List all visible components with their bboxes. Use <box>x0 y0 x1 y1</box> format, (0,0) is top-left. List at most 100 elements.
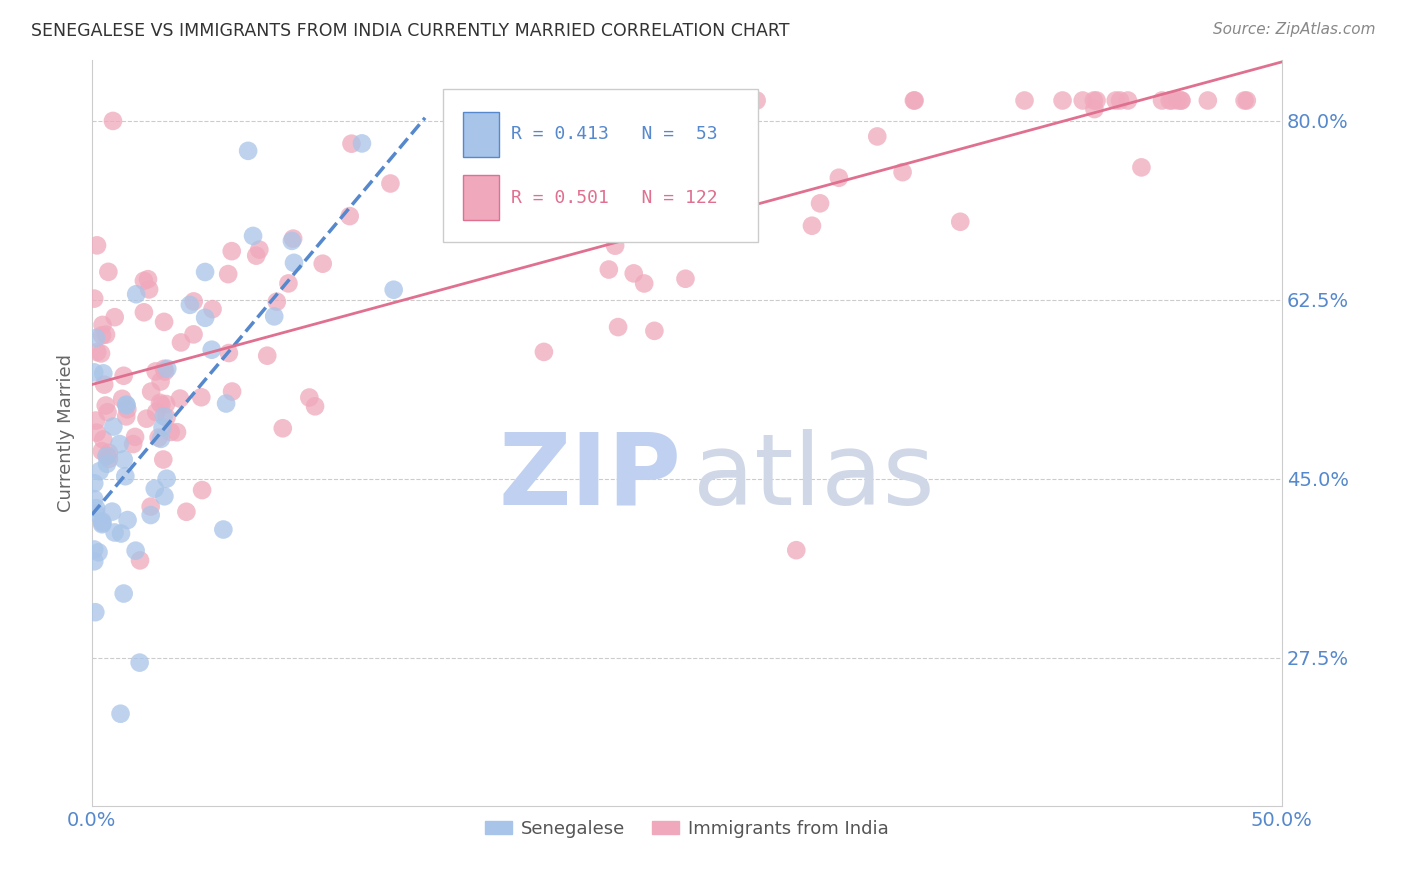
FancyBboxPatch shape <box>463 175 499 220</box>
Point <box>271 421 294 435</box>
Point <box>247 243 270 257</box>
Point <box>91 318 114 332</box>
Point <box>564 106 586 120</box>
Text: ZIP: ZIP <box>498 429 681 526</box>
Point <box>145 364 167 378</box>
Point <box>669 111 692 125</box>
Point <box>676 215 699 229</box>
Point <box>671 110 693 124</box>
Point <box>115 409 138 424</box>
Point <box>96 457 118 471</box>
Point <box>1071 94 1094 108</box>
Point <box>605 238 627 252</box>
Point <box>350 136 373 151</box>
Point <box>101 114 124 128</box>
Point <box>143 482 166 496</box>
Point <box>155 410 177 425</box>
Point <box>87 545 110 559</box>
Text: atlas: atlas <box>693 429 935 526</box>
Legend: Senegalese, Immigrants from India: Senegalese, Immigrants from India <box>478 813 896 846</box>
Point <box>89 464 111 478</box>
Point <box>1150 94 1173 108</box>
Point <box>1105 94 1128 108</box>
Point <box>90 346 112 360</box>
Y-axis label: Currently Married: Currently Married <box>58 353 75 512</box>
Point <box>655 220 678 235</box>
Point <box>277 277 299 291</box>
Point <box>86 425 108 440</box>
Point <box>212 523 235 537</box>
Point <box>904 94 927 108</box>
Point <box>218 346 240 360</box>
Point <box>138 282 160 296</box>
Point <box>117 402 139 417</box>
Point <box>91 517 114 532</box>
Point <box>91 516 114 530</box>
Point <box>145 405 167 419</box>
Point <box>633 277 655 291</box>
Point <box>283 231 305 245</box>
Point <box>242 229 264 244</box>
Point <box>607 320 630 334</box>
Point <box>149 375 172 389</box>
Point <box>94 327 117 342</box>
Point <box>84 331 107 345</box>
FancyBboxPatch shape <box>443 89 758 243</box>
Text: Source: ZipAtlas.com: Source: ZipAtlas.com <box>1212 22 1375 37</box>
Point <box>96 449 118 463</box>
Point <box>266 294 288 309</box>
Text: R = 0.413   N =  53: R = 0.413 N = 53 <box>510 125 717 144</box>
Point <box>491 169 513 184</box>
Text: R = 0.501   N = 122: R = 0.501 N = 122 <box>510 188 717 207</box>
Point <box>91 367 114 381</box>
Point <box>176 505 198 519</box>
Point <box>103 525 125 540</box>
Point <box>108 437 131 451</box>
Point <box>91 515 114 529</box>
Point <box>281 234 304 248</box>
Point <box>156 472 179 486</box>
Point <box>800 219 823 233</box>
Point <box>675 271 697 285</box>
Point <box>263 310 285 324</box>
Point <box>94 399 117 413</box>
Point <box>114 469 136 483</box>
Point <box>83 476 105 491</box>
Point <box>148 431 170 445</box>
Point <box>380 177 402 191</box>
Point <box>721 116 744 130</box>
Point <box>91 328 114 343</box>
Point <box>135 411 157 425</box>
Point <box>191 483 214 497</box>
Point <box>828 170 851 185</box>
Point <box>115 398 138 412</box>
Point <box>1160 94 1182 108</box>
Point <box>152 409 174 424</box>
Point <box>110 526 132 541</box>
Point <box>152 452 174 467</box>
Point <box>623 266 645 280</box>
Point <box>136 272 159 286</box>
Point <box>949 215 972 229</box>
Point <box>183 327 205 342</box>
Point <box>86 238 108 252</box>
Point <box>112 368 135 383</box>
Point <box>298 391 321 405</box>
Point <box>1083 94 1105 108</box>
Point <box>153 361 176 376</box>
Point <box>1052 94 1074 108</box>
Point <box>97 446 120 460</box>
Point <box>891 165 914 179</box>
Point <box>1085 94 1108 108</box>
Point <box>1170 94 1192 108</box>
Point <box>236 144 259 158</box>
Point <box>557 223 579 237</box>
Point <box>527 221 550 235</box>
Point <box>245 249 267 263</box>
Point <box>643 324 665 338</box>
Point <box>533 344 555 359</box>
FancyBboxPatch shape <box>463 112 499 157</box>
Point <box>312 257 335 271</box>
Point <box>340 136 363 151</box>
Point <box>866 129 889 144</box>
